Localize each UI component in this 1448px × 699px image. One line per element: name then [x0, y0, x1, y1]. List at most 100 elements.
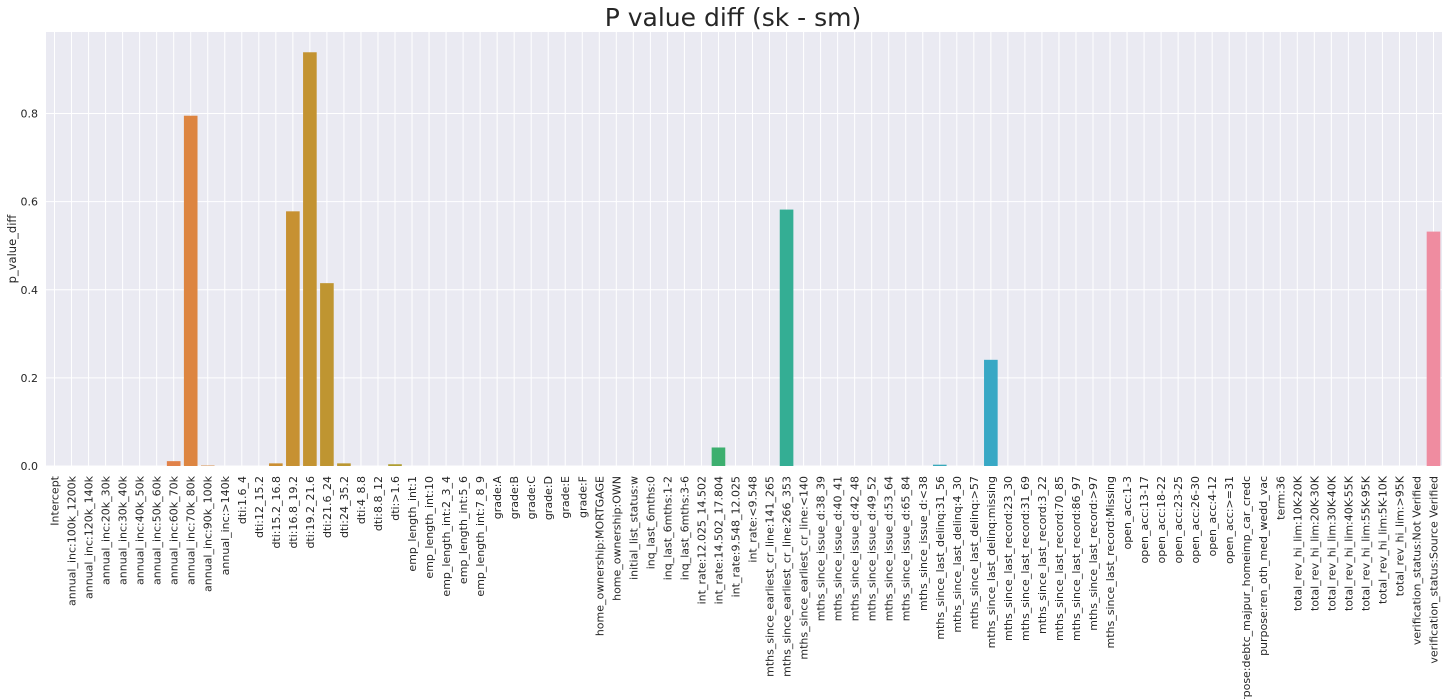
x-tick-label: dti:21.6_24: [321, 476, 334, 538]
x-tick-label: purpose:ren_oth_med_wedd_vac: [1257, 476, 1270, 656]
x-tick-label: inq_last_6mths:0: [644, 476, 657, 569]
bar: annual_inc:70k_80k: [183, 115, 198, 466]
bars: Interceptannual_inc:100k_1200kannual_inc…: [166, 52, 1441, 467]
x-tick-label: purpose:debtc_majpur_homeimp_car_credc: [1240, 476, 1253, 699]
x-tick-label: emp_length_int:5_6: [457, 476, 470, 584]
x-tick-label: mths_since_issue_d:42_48: [849, 476, 862, 621]
plot-background: [46, 32, 1442, 466]
x-tick-label: emp_length_int:1: [406, 476, 419, 572]
x-tick-label: annual_inc:50k_60k: [151, 475, 164, 585]
x-tick-label: total_rev_hi_lim:10K-20K: [1291, 475, 1304, 611]
x-tick-label: annual_inc:60k_70k: [168, 475, 181, 585]
x-tick-label: mths_since_last_record:Missing: [1104, 476, 1117, 649]
x-tick-label: open_acc:13-17: [1138, 476, 1151, 563]
x-tick-label: mths_since_last_record:86_97: [1070, 476, 1083, 641]
bar: mths_since_last_delinq:31_56: [932, 464, 947, 466]
x-tick-label: mths_since_last_delinq:>57: [968, 476, 981, 629]
x-tick-label: open_acc:>=31: [1223, 476, 1236, 564]
x-tick-label: total_rev_hi_lim:40K-55K: [1342, 475, 1355, 611]
bar: dti:24_35.2: [337, 463, 351, 466]
x-tick-label: mths_since_issue_d:40_41: [832, 476, 845, 621]
bar: mths_since_earliest_cr_line:266_353: [779, 209, 794, 466]
x-tick-label: grade:E: [559, 476, 572, 519]
x-tick-label: dti:4_8.8: [355, 476, 368, 524]
bar: int_rate:14.502_17.804: [711, 447, 726, 466]
x-tick-label: dti:8.8_12: [372, 476, 385, 531]
x-tick-label: mths_since_issue_d:<38: [917, 476, 930, 611]
x-tick-label: total_rev_hi_lim:30K-40K: [1325, 475, 1338, 611]
x-tick-label: dti:24_35.2: [338, 476, 351, 538]
x-tick-label: int_rate:<9.548: [747, 476, 760, 563]
x-tick-label: annual_inc:>140k: [219, 475, 232, 575]
x-tick-label: inq_last_6mths:3-6: [678, 476, 691, 580]
x-tick-label: int_rate:9.548_12.025: [729, 476, 742, 597]
x-tick-label: grade:D: [542, 476, 555, 520]
bar: dti:19.2_21.6: [303, 52, 317, 467]
x-tick-label: dti:12_15.2: [253, 476, 266, 538]
x-tick-label: emp_length_int:7_8_9: [474, 476, 487, 597]
bar: verification_status:Source Verified: [1426, 231, 1441, 466]
x-tick-label: verification_status:Not Verified: [1410, 476, 1423, 645]
x-tick-label: mths_since_earliest_cr_line:<140: [798, 476, 811, 660]
x-tick-label: initial_list_status:w: [627, 476, 640, 580]
bar: mths_since_last_delinq:missing: [984, 359, 998, 466]
x-tick-label: dti:1.6_4: [236, 476, 249, 524]
x-tick-label: inq_last_6mths:1-2: [661, 476, 674, 580]
bar: annual_inc:60k_70k: [166, 461, 181, 466]
bar: dti:21.6_24: [320, 283, 334, 466]
x-tick-label: Intercept: [49, 475, 62, 525]
x-tick-label: mths_since_last_record:23_30: [1002, 476, 1015, 641]
x-tick-label: term:36: [1274, 476, 1287, 520]
x-tick-label: home_ownership:MORTGAGE: [593, 476, 606, 636]
x-tick-label: mths_since_earliest_cr_line:141_265: [764, 476, 777, 677]
x-tick-label: dti:16.8_19.2: [287, 476, 300, 549]
bar: dti:16.8_19.2: [286, 211, 300, 466]
x-tick-label: home_ownership:OWN: [610, 476, 623, 601]
bar: dti:>1.6: [388, 464, 402, 466]
x-axis-ticks: Intercept annual_inc:100k_1200k annual_inc…: [49, 475, 1441, 699]
x-tick-label: mths_since_issue_d:49_52: [866, 476, 879, 621]
x-tick-label: mths_since_last_record:>97: [1087, 476, 1100, 631]
y-tick-label: 0.8: [21, 108, 39, 121]
x-tick-label: open_acc:1-3: [1121, 476, 1134, 549]
x-tick-label: mths_since_last_record:3_22: [1036, 476, 1049, 634]
x-tick-label: open_acc:4-12: [1206, 476, 1219, 556]
x-tick-label: mths_since_issue_d:38_39: [815, 476, 828, 621]
x-tick-label: annual_inc:100k_1200k: [66, 475, 79, 606]
x-tick-label: int_rate:14.502_17.804: [712, 476, 725, 604]
x-tick-label: dti:19.2_21.6: [304, 476, 317, 549]
y-tick-label: 0.6: [21, 196, 39, 209]
x-tick-label: mths_since_last_delinq:missing: [985, 476, 998, 648]
x-tick-label: verification_status:Source Verified: [1427, 476, 1440, 664]
y-tick-label: 0.0: [21, 460, 39, 473]
x-tick-label: total_rev_hi_lim:5K-10K: [1376, 475, 1389, 604]
x-tick-label: mths_since_earliest_cr_line:266_353: [781, 476, 794, 677]
x-tick-label: grade:A: [491, 476, 504, 520]
x-tick-label: mths_since_last_record:31_69: [1019, 476, 1032, 641]
y-tick-label: 0.4: [21, 284, 39, 297]
x-tick-label: annual_inc:90k_100k: [202, 475, 215, 592]
x-tick-label: mths_since_last_delinq:4_30: [951, 476, 964, 633]
x-tick-label: grade:B: [508, 476, 521, 519]
x-tick-label: total_rev_hi_lim:55K-95K: [1359, 475, 1372, 611]
x-tick-label: annual_inc:70k_80k: [185, 475, 198, 585]
x-tick-label: emp_length_int:10: [423, 476, 436, 579]
x-tick-label: open_acc:18-22: [1155, 476, 1168, 563]
x-tick-label: annual_inc:120k_140k: [83, 475, 96, 599]
x-tick-label: grade:C: [525, 476, 538, 520]
x-tick-label: annual_inc:30k_40k: [117, 475, 130, 585]
x-tick-label: open_acc:23-25: [1172, 476, 1185, 563]
x-tick-label: emp_length_int:2_3_4: [440, 476, 453, 597]
x-tick-label: mths_since_issue_d:53_64: [883, 476, 896, 621]
x-tick-label: annual_inc:20k_30k: [100, 475, 113, 585]
x-tick-label: mths_since_issue_d:65_84: [900, 476, 913, 621]
gridlines: [46, 32, 1442, 467]
x-tick-label: grade:F: [576, 476, 589, 518]
y-tick-label: 0.2: [21, 372, 39, 385]
bar: dti:15.2_16.8: [269, 463, 283, 466]
y-axis-ticks: 0.0 0.2 0.4 0.6 0.8: [21, 108, 39, 473]
x-tick-label: annual_inc:40k_50k: [134, 475, 147, 585]
x-tick-label: total_rev_hi_lim:20K-30K: [1308, 475, 1321, 611]
